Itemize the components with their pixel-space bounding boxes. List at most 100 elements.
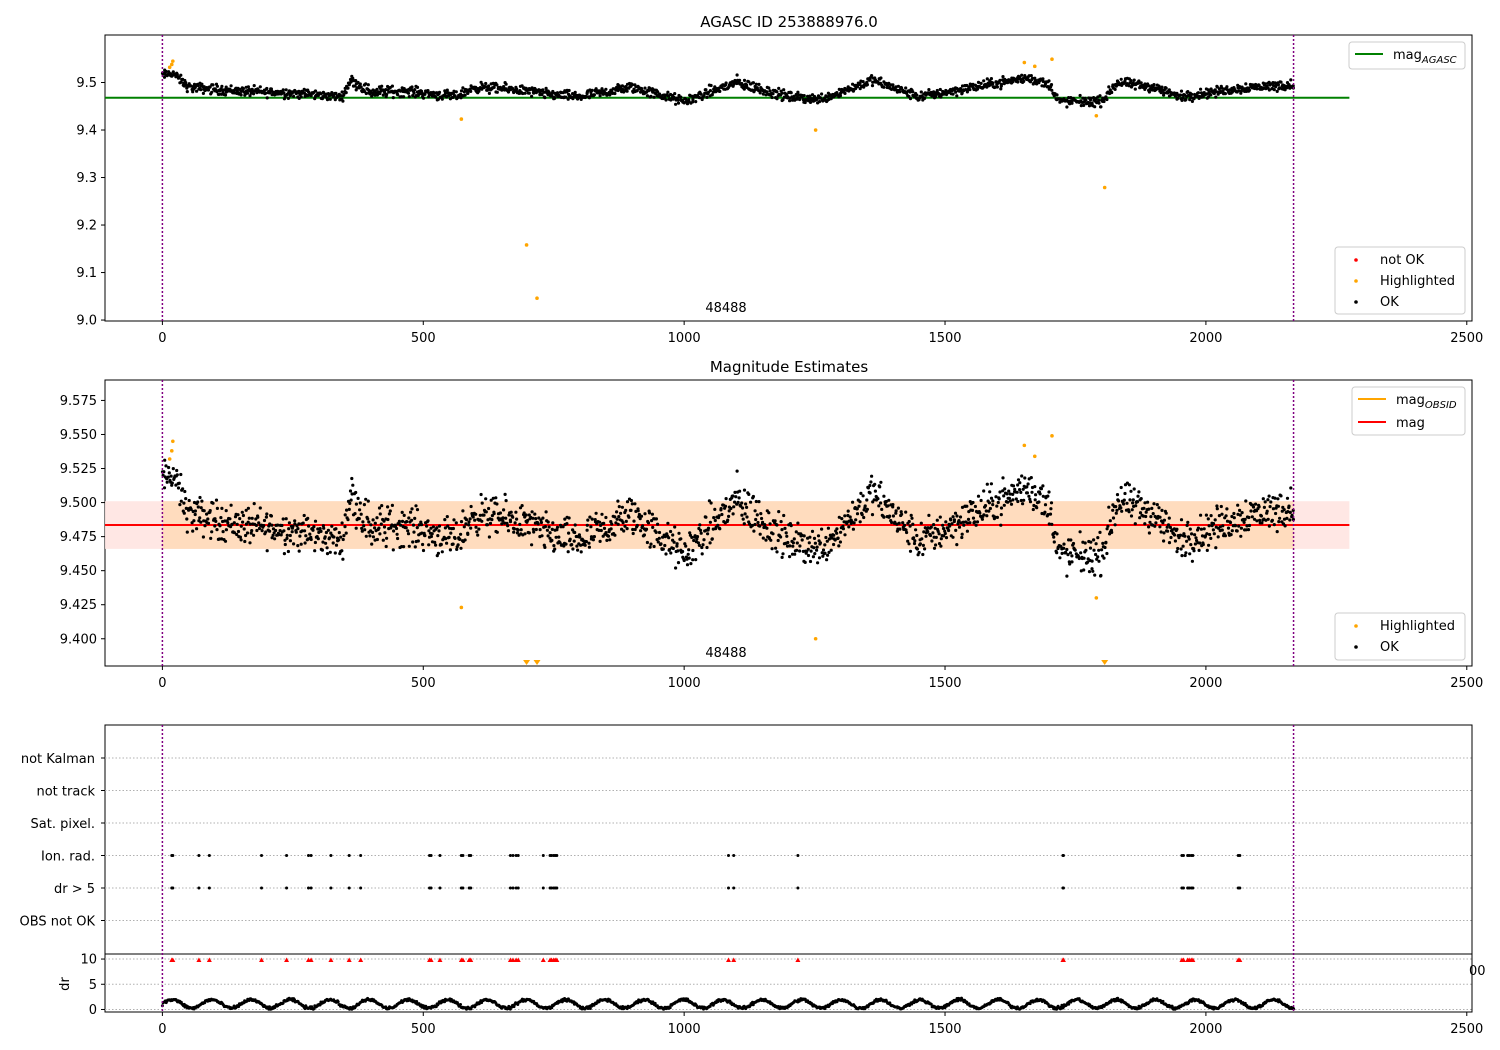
ok-point — [1257, 83, 1261, 87]
ok-point — [808, 100, 813, 104]
ok-point — [1039, 487, 1043, 491]
ok-point — [1188, 552, 1192, 556]
ok-point — [1247, 523, 1252, 528]
ok-point — [862, 515, 866, 520]
ok-point — [1179, 547, 1183, 551]
ok-point — [211, 501, 215, 505]
ok-point — [908, 524, 912, 528]
ok-point — [1275, 89, 1279, 93]
ok-point — [663, 543, 667, 548]
ok-point — [639, 514, 644, 518]
ok-point — [798, 544, 802, 548]
ok-point — [195, 527, 199, 531]
ok-point — [1268, 505, 1272, 509]
ok-point — [1151, 511, 1155, 516]
highlighted-point — [1050, 57, 1054, 62]
ok-point — [735, 469, 739, 473]
ok-point — [209, 536, 213, 541]
ok-point — [385, 536, 389, 540]
ok-point — [868, 483, 872, 488]
ok-point — [846, 513, 850, 518]
ok-point — [395, 532, 399, 536]
ok-point — [691, 558, 695, 562]
middle-title: Magnitude Estimates — [710, 358, 868, 376]
ok-point — [980, 517, 985, 521]
ok-point — [415, 526, 419, 530]
ok-point — [938, 515, 942, 519]
ok-point — [1176, 96, 1180, 100]
dr-point — [336, 1000, 340, 1004]
ok-point — [377, 526, 381, 530]
ok-point — [633, 527, 637, 532]
ok-point — [313, 89, 318, 93]
ok-point — [578, 535, 582, 539]
ok-point — [527, 531, 531, 535]
ok-point — [987, 509, 991, 513]
ok-point — [781, 552, 785, 556]
y-tick-label: 9.5 — [76, 76, 97, 91]
flag-point — [541, 854, 545, 857]
ok-point — [785, 534, 789, 538]
ok-point — [1105, 527, 1109, 531]
ok-point — [515, 517, 519, 521]
ok-point — [999, 82, 1004, 86]
ok-point — [838, 94, 843, 98]
ok-point — [411, 540, 415, 544]
highlighted-point — [813, 128, 818, 132]
ok-point — [649, 542, 653, 546]
ok-point — [960, 505, 965, 509]
ok-point — [1288, 518, 1292, 522]
ok-point — [1162, 539, 1166, 543]
ok-point — [806, 547, 810, 551]
ok-point — [951, 515, 955, 519]
ok-point — [1216, 535, 1220, 539]
ok-point — [495, 530, 499, 534]
ok-point — [996, 500, 1000, 505]
ok-point — [1150, 506, 1154, 510]
ok-point — [750, 523, 755, 528]
ok-point — [919, 521, 923, 525]
ok-point — [912, 536, 916, 540]
ok-point — [269, 87, 273, 91]
ok-point — [557, 535, 561, 539]
ok-point — [650, 519, 654, 523]
ok-point — [689, 562, 693, 566]
ok-point — [1207, 95, 1211, 99]
ok-point — [813, 552, 817, 556]
ok-point — [506, 90, 511, 94]
ok-point — [419, 520, 423, 524]
ok-point — [575, 544, 579, 548]
ok-point — [325, 546, 329, 550]
ok-point — [958, 515, 963, 519]
ok-point — [1229, 533, 1233, 537]
ok-point — [876, 497, 880, 501]
ok-point — [375, 537, 379, 542]
ok-point — [897, 521, 901, 525]
ok-point — [313, 540, 317, 545]
ok-point — [1202, 527, 1206, 531]
flag-point — [309, 854, 313, 857]
ok-point — [736, 500, 740, 504]
ok-point — [171, 70, 175, 74]
ok-point — [230, 522, 234, 526]
ok-point — [373, 526, 377, 530]
ok-point — [1276, 504, 1280, 508]
ok-point — [364, 91, 368, 96]
ok-point — [1127, 510, 1131, 514]
ok-point — [918, 542, 923, 546]
ok-point — [1082, 568, 1086, 572]
ok-point — [166, 475, 170, 479]
ok-point — [642, 533, 647, 537]
ok-point — [255, 528, 259, 533]
ok-point — [891, 505, 895, 509]
ok-point — [1021, 502, 1025, 506]
ok-point — [1204, 513, 1208, 517]
ok-point — [202, 85, 206, 89]
ok-point — [390, 503, 394, 507]
ok-point — [1199, 527, 1203, 531]
ok-point — [382, 525, 387, 529]
ok-point — [791, 544, 795, 548]
ok-point — [1087, 570, 1092, 574]
ok-point — [1131, 498, 1135, 502]
ok-point — [370, 530, 375, 535]
